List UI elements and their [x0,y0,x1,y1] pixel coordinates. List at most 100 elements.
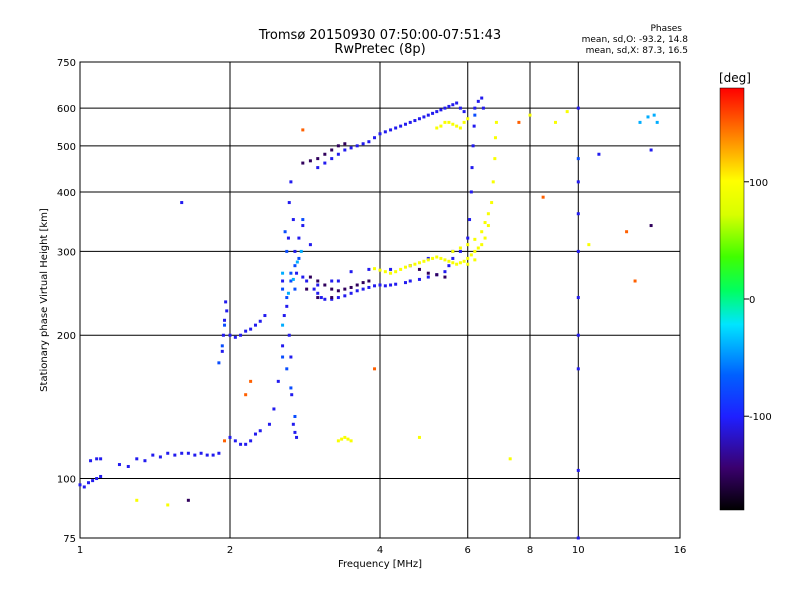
data-point [417,267,421,271]
colorbar-label: [deg] [719,71,751,85]
data-point [180,201,184,205]
data-point [239,333,243,337]
data-point [553,120,557,124]
data-point [576,333,580,337]
phase-stats-heading: Phases [650,24,682,34]
data-point [451,103,455,107]
data-point [249,379,253,383]
data-point [244,442,248,446]
data-point [394,270,398,274]
data-point [462,259,466,263]
data-point [431,111,435,115]
data-point [319,296,323,300]
data-point [417,117,421,121]
data-point [458,246,462,250]
data-point [151,453,155,457]
data-point [576,536,580,540]
data-point [576,468,580,472]
data-point [451,122,455,126]
data-point [649,148,653,152]
data-point [78,483,82,487]
data-point [493,136,497,140]
data-point [143,459,147,463]
data-point [451,249,455,253]
data-point [361,287,365,291]
data-point [408,120,412,124]
data-point [305,279,309,283]
data-point [576,367,580,371]
data-point [285,296,289,300]
data-point [287,333,291,337]
x-axis-label: Frequency [MHz] [338,559,422,570]
data-point [86,481,90,485]
data-point [299,249,303,253]
data-point [493,157,497,161]
data-point [267,422,271,426]
data-point [336,152,340,156]
data-point [439,256,443,260]
colorbar-ticks: 100 0 -100 [744,178,772,423]
data-point [91,479,95,483]
data-point [312,287,316,291]
data-point [443,270,447,274]
data-point [289,355,293,359]
data-point [244,393,248,397]
data-point [458,106,462,110]
data-point [480,96,484,100]
data-point [281,271,285,275]
data-point [508,457,512,461]
data-point [233,335,237,339]
data-point [469,190,473,194]
colorbar-tick-label: 100 [749,178,768,189]
data-point [285,367,289,371]
data-point [340,437,344,441]
data-point [466,262,470,266]
data-point [349,270,353,274]
data-point [597,152,601,156]
data-point [323,297,327,301]
x-tick-label: 4 [377,545,383,556]
data-point [394,126,398,130]
data-point [166,451,170,455]
plot-frame [79,61,681,539]
data-point [343,287,347,291]
data-point [373,284,377,288]
data-point [349,439,353,443]
x-tick-label: 16 [674,545,687,556]
x-axis-ticks: 1 2 4 6 8 10 16 [77,545,687,556]
data-point [336,279,340,283]
data-point [330,297,334,301]
data-point [625,230,629,234]
data-point [367,267,371,271]
y-tick-label: 300 [57,247,76,258]
data-point [291,218,295,222]
data-point [447,264,451,268]
colorbar-tick-label: -100 [749,412,772,423]
data-point [435,273,439,277]
data-point [576,212,580,216]
data-point [225,309,229,313]
data-point [343,148,347,152]
data-point [480,243,484,247]
data-point [220,344,224,348]
data-point [466,236,470,240]
data-point [378,268,382,272]
data-point [473,106,477,110]
data-point [455,101,459,105]
data-point [486,224,490,228]
data-point [426,258,430,262]
data-point [447,120,451,124]
data-point [336,144,340,148]
data-point [330,279,334,283]
data-point [455,262,459,266]
data-point [494,120,498,124]
data-point [343,142,347,146]
data-point [426,113,430,117]
data-point [336,296,340,300]
data-point [286,236,290,240]
data-point [249,439,253,443]
data-point [443,275,447,279]
data-point [472,124,476,128]
data-point [126,464,130,468]
